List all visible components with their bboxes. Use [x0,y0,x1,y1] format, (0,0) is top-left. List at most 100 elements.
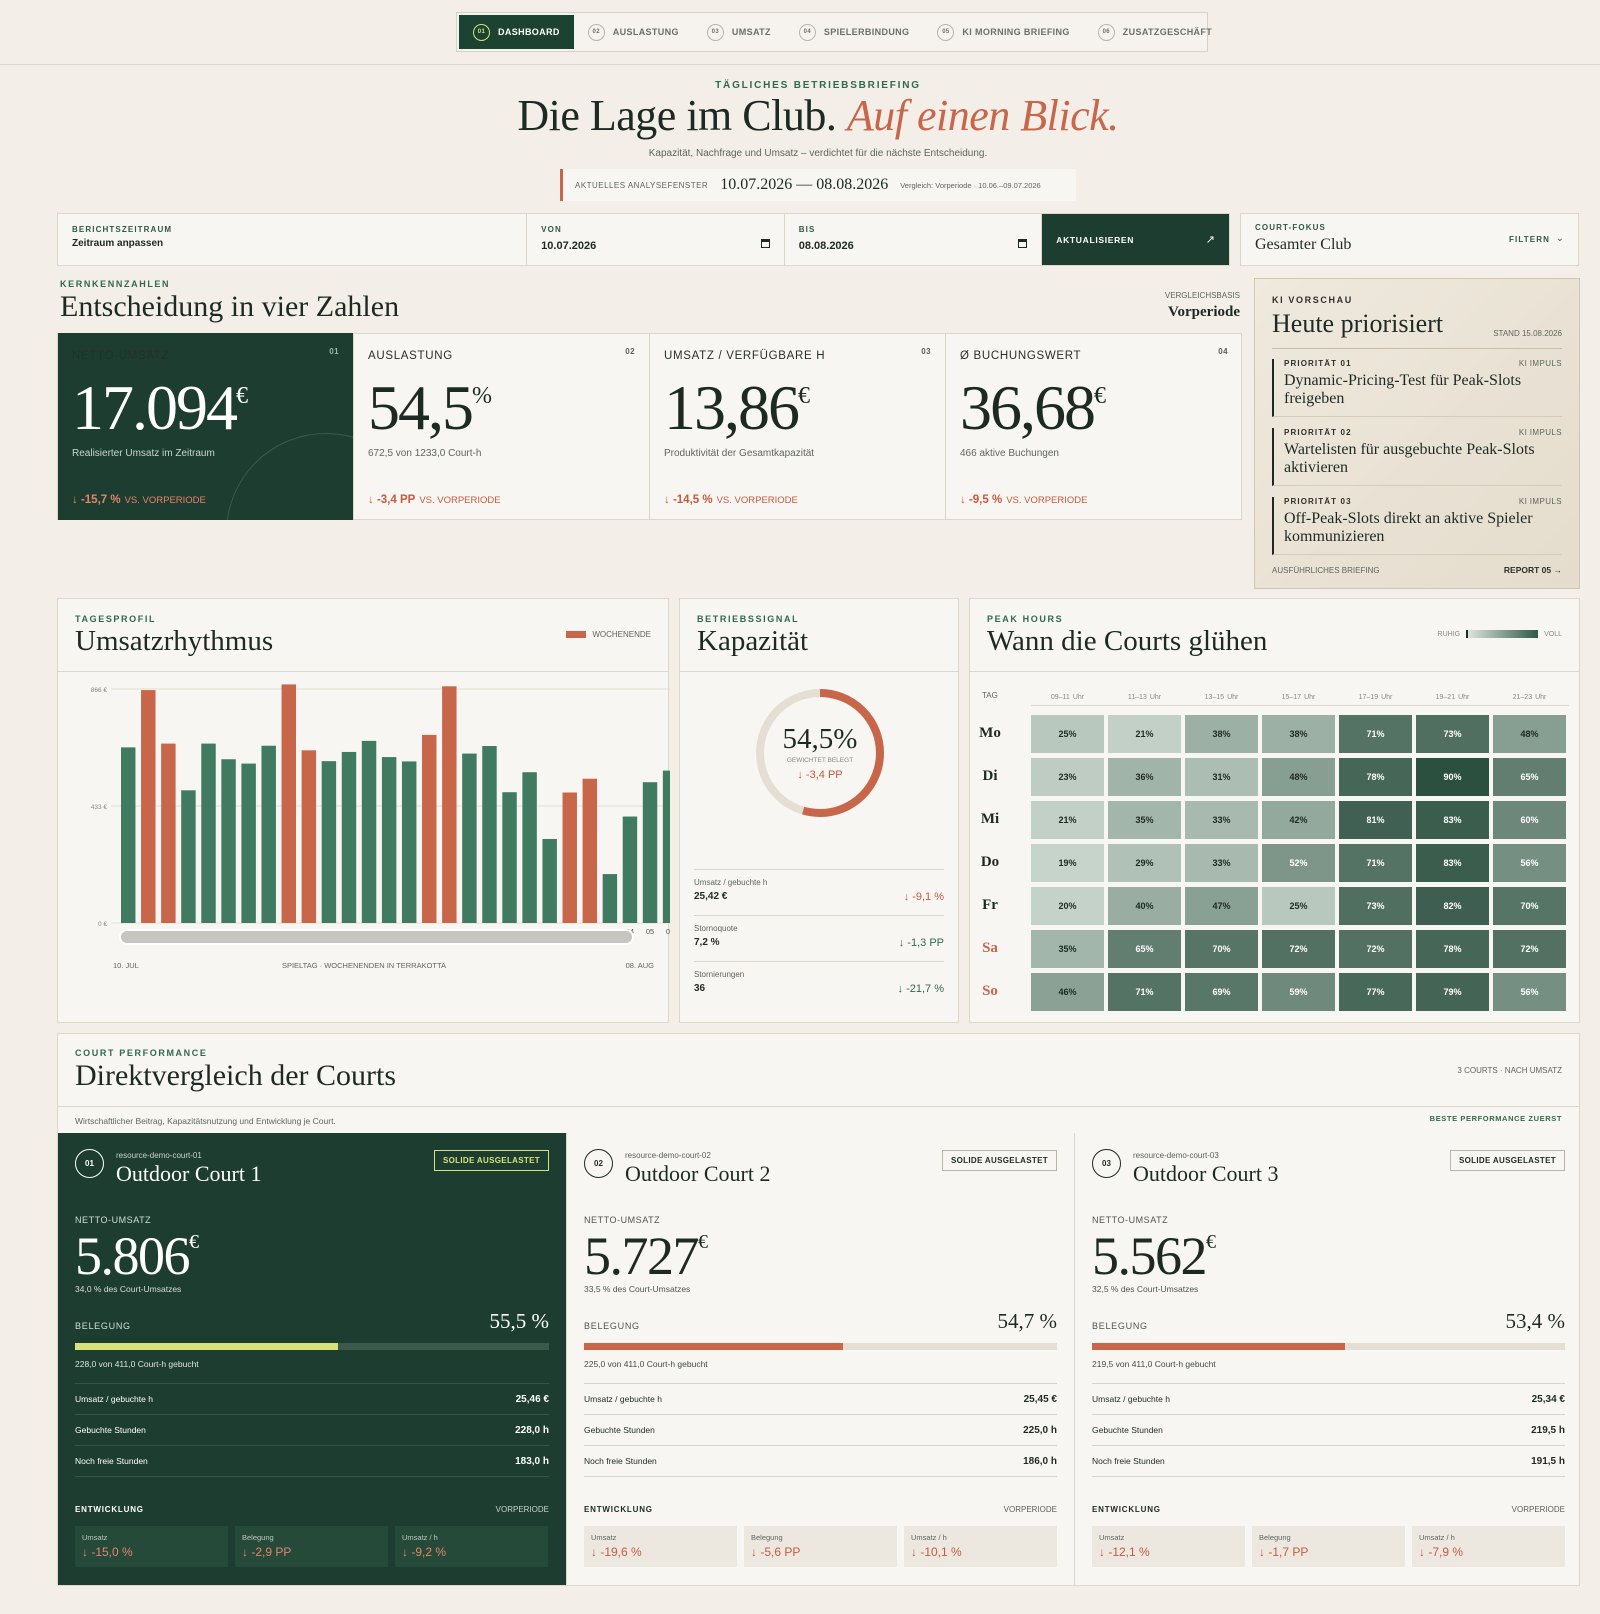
chart-scrollbar-track[interactable] [119,929,634,945]
kpi-vs: VS. VORPERIODE [716,495,798,506]
heatmap-cell[interactable]: 71% [1108,973,1181,1011]
refresh-button[interactable]: AKTUALISIEREN ↗ [1042,214,1229,265]
kpi-unit: % [472,383,492,409]
to-date-field[interactable]: BIS 08.08.2026 [785,214,1043,265]
tab-ki-morning-briefing[interactable]: 05 KI MORNING BRIEFING [923,15,1083,49]
heatmap-cell[interactable]: 21% [1108,715,1181,753]
heatmap-cell[interactable]: 42% [1262,801,1335,839]
calendar-icon[interactable] [1018,239,1028,248]
heatmap-cell[interactable]: 72% [1493,930,1566,968]
heatmap-cell[interactable]: 47% [1185,887,1258,925]
calendar-icon[interactable] [760,239,770,248]
kpi-number: 02 [625,347,635,356]
heatmap-cell[interactable]: 33% [1185,801,1258,839]
sort-link[interactable]: BESTE PERFORMANCE ZUERST [1429,1114,1562,1123]
heatmap-column-header: 11–13 Uhr [1108,688,1181,703]
heatmap-cell[interactable]: 73% [1339,887,1412,925]
to-label: BIS [798,225,816,234]
heatmap-cell[interactable]: 73% [1416,715,1489,753]
from-date-field[interactable]: VON 10.07.2026 [527,214,785,265]
heatmap-cell[interactable]: 65% [1108,930,1181,968]
heatmap-cell[interactable]: 35% [1108,801,1181,839]
heatmap-cell[interactable]: 70% [1493,887,1566,925]
tab-umsatz[interactable]: 03 UMSATZ [693,15,785,49]
priority-item[interactable]: PRIORITÄT 01 KI IMPULS Dynamic-Pricing-T… [1272,359,1562,417]
court-name: Outdoor Court 1 [116,1161,262,1186]
card-divider [680,671,958,672]
heatmap-cell[interactable]: 71% [1339,844,1412,882]
period-selector[interactable]: BERICHTSZEITRAUM Zeitraum anpassen [58,214,528,265]
heatmap-cell[interactable]: 23% [1031,758,1104,796]
kpi-delta: ↓ -15,7 % VS. VORPERIODE [72,494,206,506]
card-divider [970,671,1579,672]
heatmap-cell[interactable]: 90% [1416,758,1489,796]
heatmap-cell[interactable]: 83% [1416,844,1489,882]
heatmap-cell[interactable]: 38% [1185,715,1258,753]
heatmap-cell[interactable]: 20% [1031,887,1104,925]
tab-auslastung[interactable]: 02 AUSLASTUNG [574,15,693,49]
heatmap-cell[interactable]: 48% [1262,758,1335,796]
tab-dashboard[interactable]: 01 DASHBOARD [459,15,574,49]
development-label: Umsatz / h [1419,1533,1455,1542]
heatmap-cell[interactable]: 19% [1031,844,1104,882]
heatmap-cell[interactable]: 78% [1339,758,1412,796]
hero-eyebrow: TÄGLICHES BETRIEBSBRIEFING [715,80,921,91]
revenue-share: 32,5 % des Court-Umsatzes [1092,1284,1199,1294]
tab-label: ZUSATZGESCHÄFT [1122,27,1213,37]
heatmap-cell[interactable]: 82% [1416,887,1489,925]
heatmap-cell[interactable]: 40% [1108,887,1181,925]
heatmap-cell[interactable]: 52% [1262,844,1335,882]
tab-zusatzgeschaeft[interactable]: 06 ZUSATZGESCHÄFT [1084,15,1226,49]
heatmap-cell[interactable]: 21% [1031,801,1104,839]
heatmap-cell[interactable]: 29% [1108,844,1181,882]
bar [542,838,557,923]
heatmap-cell[interactable]: 65% [1493,758,1566,796]
court-performance-card: COURT PERFORMANCE Direktvergleich der Co… [57,1033,1580,1586]
heatmap-cell[interactable]: 78% [1416,930,1489,968]
tab-spielerbindung[interactable]: 04 SPIELERBINDUNG [785,15,924,49]
heatmap-cell[interactable]: 38% [1262,715,1335,753]
period-value: Zeitraum anpassen [72,238,164,249]
rhythm-title: Umsatzrhythmus [75,625,274,657]
heatmap-cell[interactable]: 56% [1493,844,1566,882]
heatmap-cell[interactable]: 69% [1185,973,1258,1011]
revenue-bar-chart: 866 €433 €0 €101112131415161718192021222… [91,684,670,936]
heatmap-column-header: 13–15 Uhr [1185,688,1258,703]
heatmap-cell[interactable]: 72% [1262,930,1335,968]
heatmap-cell[interactable]: 46% [1031,973,1104,1011]
kpi-netto-umsatz: NETTO-UMSATZ 01 17.094€ Realisierter Ums… [58,333,354,520]
heatmap-cell[interactable]: 72% [1339,930,1412,968]
chart-scrollbar-thumb[interactable] [121,931,632,943]
heatmap-cell[interactable]: 71% [1339,715,1412,753]
occupancy-label: BELEGUNG [1092,1321,1148,1331]
report-link[interactable]: REPORT 05 → [1503,565,1562,575]
metric-row: Gebuchte Stunden 219,5 h [1092,1414,1565,1445]
priority-item[interactable]: PRIORITÄT 03 KI IMPULS Off-Peak-Slots di… [1272,497,1562,555]
heatmap-cell[interactable]: 48% [1493,715,1566,753]
heatmap-cell[interactable]: 33% [1185,844,1258,882]
heatmap-cell[interactable]: 25% [1031,715,1104,753]
rhythm-card: TAGESPROFIL Umsatzrhythmus WOCHENENDE 86… [57,598,670,1023]
heatmap-cell[interactable]: 79% [1416,973,1489,1011]
metric-row: Noch freie Stunden 183,0 h [75,1445,549,1476]
heatmap-day-label: Fr [982,897,998,913]
heatmap-cell[interactable]: 59% [1262,973,1335,1011]
heatmap-cell[interactable]: 25% [1262,887,1335,925]
heatmap-cell[interactable]: 70% [1185,930,1258,968]
heatmap-cell[interactable]: 31% [1185,758,1258,796]
court-focus-selector[interactable]: COURT-FOKUS Gesamter Club FILTERN ⌄ [1240,213,1579,266]
kpi-delta: ↓ -3,4 PP VS. VORPERIODE [368,494,501,506]
stat-value: 36 [694,983,706,994]
y-tick-label: 866 € [91,687,108,694]
court-card: 02 resource-demo-court-02 Outdoor Court 2 S… [566,1133,1074,1585]
kpi-title: Entscheidung in vier Zahlen [60,290,400,323]
tab-number: 01 [473,23,490,41]
heatmap-cell[interactable]: 56% [1493,973,1566,1011]
heatmap-cell[interactable]: 60% [1493,801,1566,839]
heatmap-cell[interactable]: 36% [1108,758,1181,796]
priority-item[interactable]: PRIORITÄT 02 KI IMPULS Wartelisten für a… [1272,428,1562,486]
heatmap-cell[interactable]: 35% [1031,930,1104,968]
heatmap-cell[interactable]: 81% [1339,801,1412,839]
heatmap-cell[interactable]: 77% [1339,973,1412,1011]
heatmap-cell[interactable]: 83% [1416,801,1489,839]
